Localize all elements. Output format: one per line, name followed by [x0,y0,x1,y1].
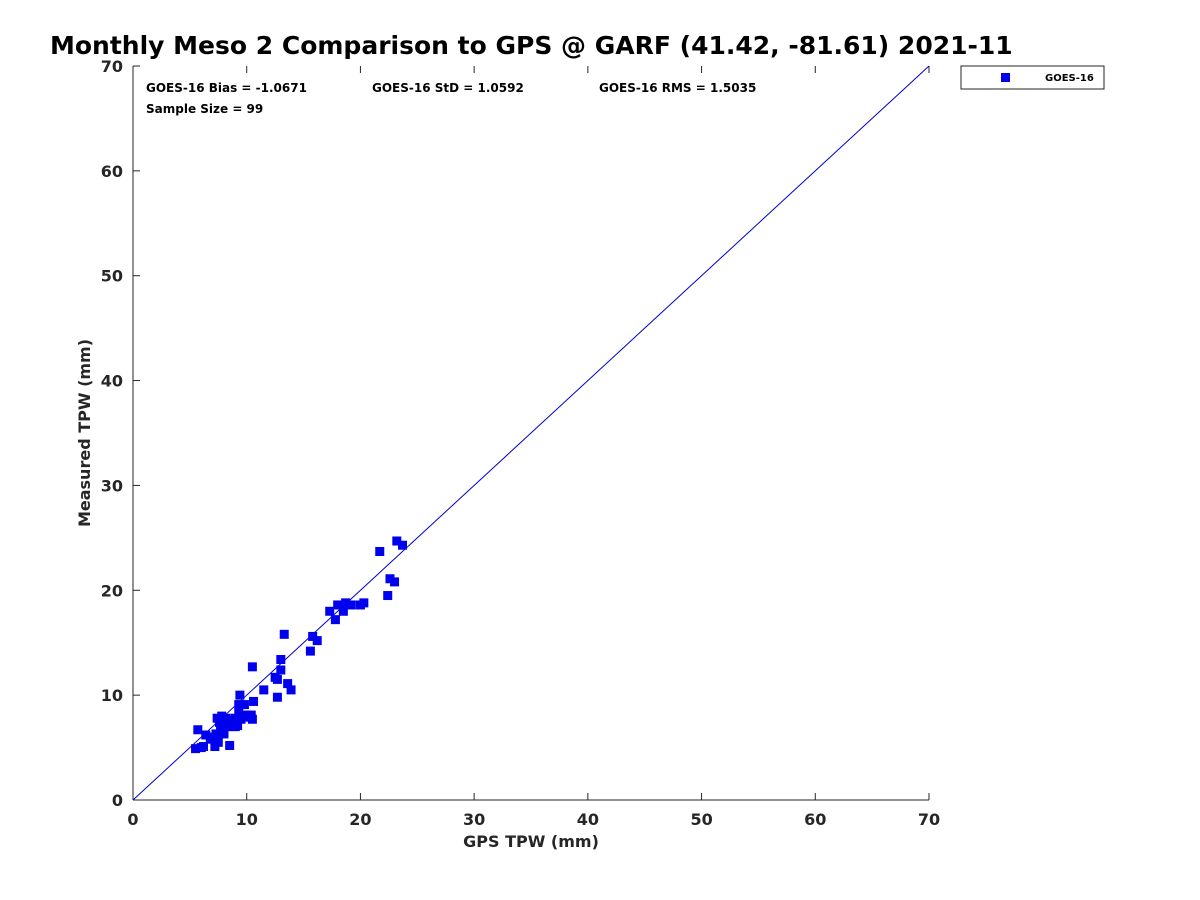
y-tick-label: 20 [101,581,123,600]
stats-annotations: GOES-16 Bias = -1.0671 GOES-16 StD = 1.0… [146,81,756,116]
data-point [276,665,286,675]
data-point [249,696,259,706]
data-point [217,711,227,721]
data-point [272,692,282,702]
data-point [341,598,351,608]
y-tick-label: 10 [101,686,123,705]
legend-label: GOES-16 [1045,73,1094,84]
std-stat: GOES-16 StD = 1.0592 [372,81,524,95]
rms-stat: GOES-16 RMS = 1.5035 [599,81,756,95]
bias-stat: GOES-16 Bias = -1.0671 [146,81,307,95]
data-point [272,674,282,684]
x-tick-label: 0 [127,810,138,829]
data-point [333,600,343,610]
data-point [225,740,235,750]
data-point [283,679,293,689]
data-point [383,591,393,601]
legend-box [960,65,1105,90]
data-point [234,708,244,718]
x-tick-label: 70 [918,810,940,829]
x-tick-label: 10 [236,810,258,829]
data-point [230,713,240,723]
sample-size-stat: Sample Size = 99 [146,102,263,116]
data-point [219,729,229,739]
data-point [392,536,402,546]
data-point [213,737,223,747]
x-axis-label: GPS TPW (mm) [463,832,599,851]
y-tick-label: 70 [101,57,123,76]
plot-area: 0 10 20 30 40 50 60 70 0 10 20 30 40 50 60 70 [101,57,940,829]
data-point [211,729,221,739]
data-point [239,700,249,710]
data-point [191,744,201,754]
data-point [259,685,269,695]
data-point [325,606,335,616]
y-tick-label: 30 [101,476,123,495]
legend-marker-square [1001,73,1010,82]
data-point [233,721,243,731]
y-tick-label: 0 [112,791,123,810]
data-point [199,742,209,752]
data-point [390,577,400,587]
data-point [385,574,395,584]
data-point [330,615,340,625]
chart-title: Monthly Meso 2 Comparison to GPS @ GARF … [50,31,1013,60]
data-point [234,700,244,710]
data-points [191,536,408,754]
one-to-one-line [132,65,930,801]
data-point [286,685,296,695]
y-tick-label: 40 [101,372,123,391]
x-tick-label: 20 [349,810,371,829]
data-point [375,546,385,556]
x-tick-label: 50 [690,810,712,829]
data-point [359,598,369,608]
data-point [235,690,245,700]
y-tick-label: 60 [101,162,123,181]
data-point [193,725,203,735]
data-point [338,606,348,616]
axis-ticks: 0 10 20 30 40 50 60 70 0 10 20 30 40 50 60 70 [101,57,940,829]
data-point [279,629,289,639]
data-point [201,730,211,740]
x-tick-label: 40 [577,810,599,829]
data-point [305,646,315,656]
y-axis-label: Measured TPW (mm) [75,339,94,527]
legend: GOES-16 [960,65,1105,90]
data-point [276,654,286,664]
data-point [214,717,224,727]
data-point [247,662,257,672]
data-point [346,600,356,610]
data-point [247,714,257,724]
x-tick-label: 60 [804,810,826,829]
data-point [312,636,322,646]
x-tick-label: 30 [463,810,485,829]
y-tick-label: 50 [101,267,123,286]
data-point [398,540,408,550]
data-point [308,631,318,641]
